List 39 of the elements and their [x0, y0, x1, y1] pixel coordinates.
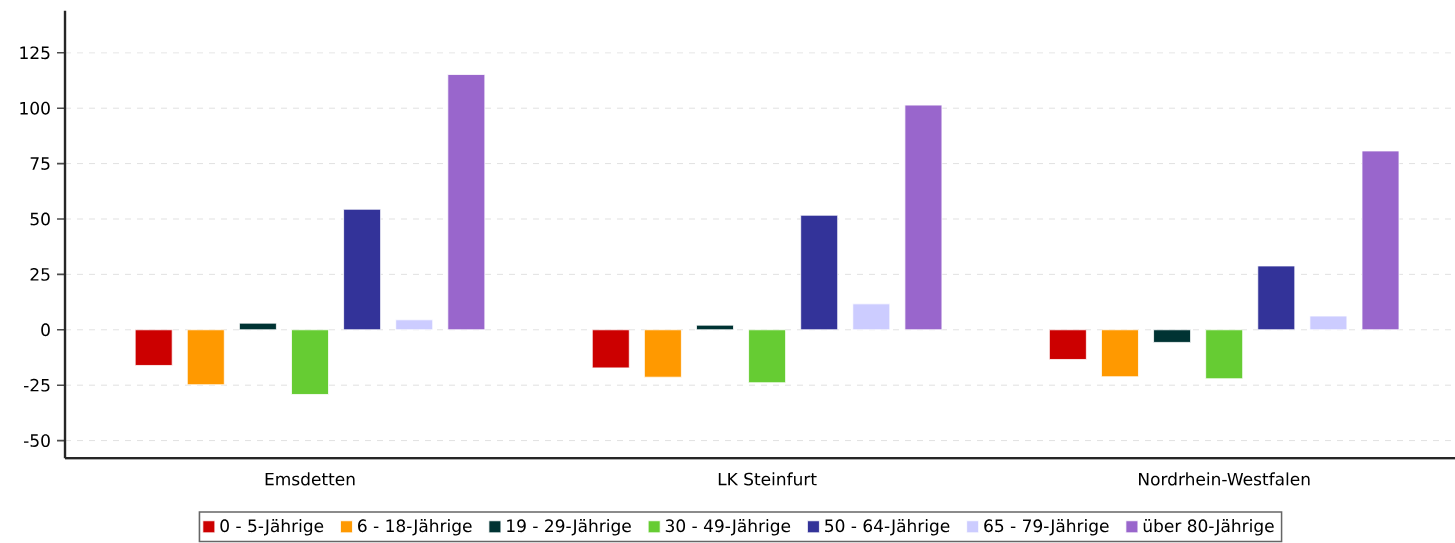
legend-label: 65 - 79-Jährige — [984, 519, 1109, 536]
bar — [1101, 329, 1139, 378]
y-tick-label: 100 — [20, 101, 50, 115]
legend-label: über 80-Jährige — [1143, 519, 1274, 536]
bar — [748, 329, 787, 384]
bar — [1361, 150, 1400, 331]
y-tick-label: -25 — [24, 378, 50, 392]
x-tick-label: Emsdetten — [265, 472, 355, 486]
bar — [1309, 315, 1348, 331]
legend-label: 0 - 5-Jährige — [220, 519, 324, 536]
bar — [904, 104, 943, 331]
legend-label: 6 - 18-Jährige — [358, 519, 472, 536]
x-tick-label: Nordrhein-Westfalen — [1139, 472, 1310, 486]
bar — [134, 329, 173, 366]
bar — [591, 329, 630, 369]
bar — [800, 214, 839, 331]
x-tick-label: LK Steinfurt — [718, 472, 817, 486]
bar — [643, 329, 682, 378]
bar — [1257, 265, 1296, 331]
bar — [238, 322, 277, 331]
bar — [343, 208, 382, 331]
bar — [447, 74, 486, 331]
bar — [852, 303, 891, 331]
y-tick-label: 125 — [20, 46, 50, 60]
bar — [1205, 329, 1244, 380]
bar — [696, 324, 734, 331]
legend-label: 19 - 29-Jährige — [507, 519, 631, 536]
y-tick-label: 25 — [30, 267, 50, 281]
y-tick-label: 50 — [30, 212, 50, 226]
bar — [186, 329, 225, 386]
bar — [1048, 329, 1087, 360]
bar — [1153, 329, 1191, 343]
y-tick-label: 0 — [41, 323, 50, 337]
legend-label: 30 - 49-Jährige — [665, 519, 791, 536]
bar — [395, 319, 434, 331]
bar — [291, 329, 329, 395]
y-tick-label: -50 — [24, 434, 50, 448]
y-tick-label: 75 — [30, 157, 50, 170]
legend-label: 50 - 64-Jährige — [825, 519, 950, 536]
